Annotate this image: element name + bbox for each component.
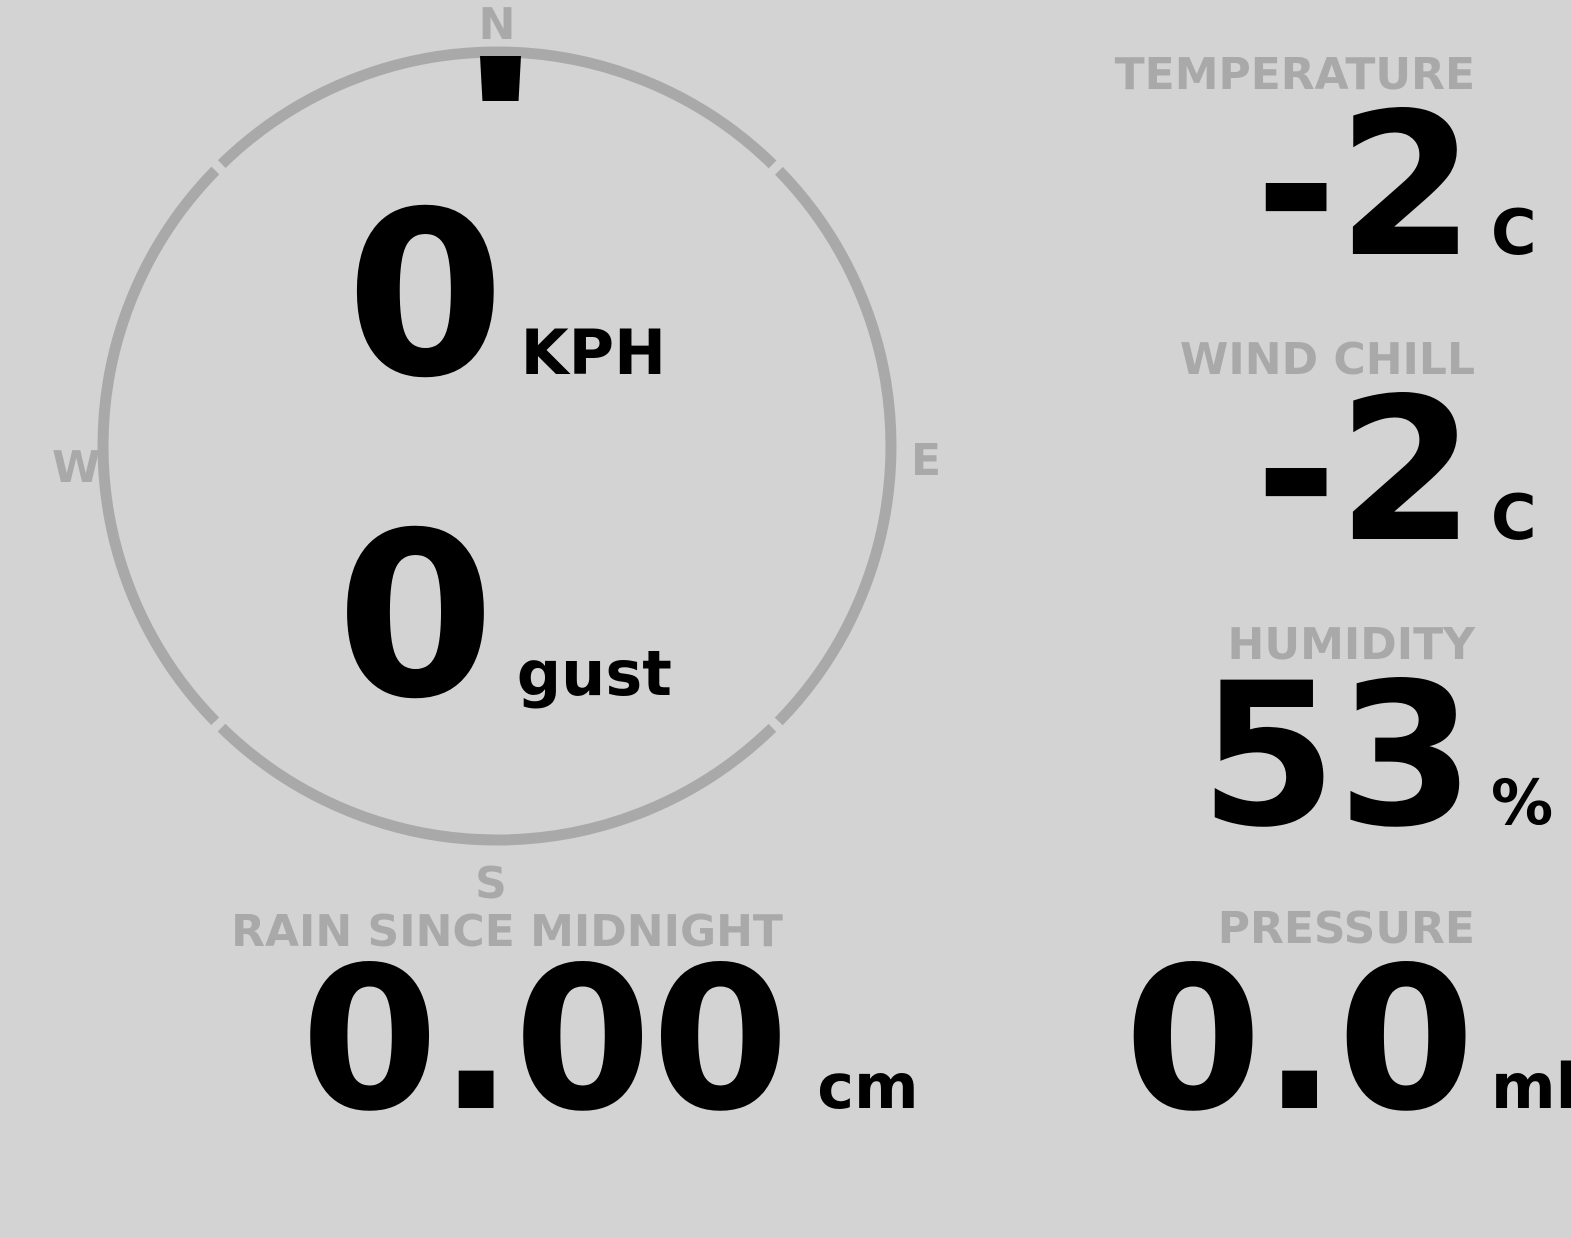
wind-speed-unit: KPH	[520, 316, 667, 389]
wind-chill-unit: C	[1491, 481, 1537, 554]
humidity-reading: 53 %	[1199, 640, 1553, 871]
pressure-label: PRESSURE	[1217, 903, 1475, 954]
rain-label: RAIN SINCE MIDNIGHT	[231, 906, 783, 957]
humidity-value: 53	[1199, 640, 1475, 871]
pressure-reading: 0.0 mb	[1124, 924, 1571, 1155]
wind-gust: 0 gust	[336, 502, 672, 730]
temperature-label: TEMPERATURE	[1114, 49, 1475, 100]
temperature-value: -2	[1255, 70, 1475, 301]
wind-gust-unit: gust	[516, 637, 672, 710]
compass-ring	[97, 46, 897, 846]
rain-reading: 0.00 cm	[300, 924, 919, 1155]
wind-speed: 0 KPH	[346, 181, 666, 409]
wind-speed-value: 0	[345, 162, 505, 428]
wind-chill-label: WIND CHILL	[1179, 334, 1475, 385]
humidity-unit: %	[1491, 766, 1554, 839]
wind-chill-reading: -2 C	[1255, 355, 1536, 586]
humidity-label: HUMIDITY	[1227, 619, 1475, 670]
rain-value: 0.00	[300, 924, 790, 1155]
compass-label-north: N	[478, 0, 516, 50]
compass-label-west: W	[52, 442, 101, 493]
temperature-unit: C	[1491, 196, 1537, 269]
pressure-unit: mb	[1491, 1050, 1571, 1123]
wind-gust-value: 0	[336, 483, 495, 749]
compass-label-south: S	[475, 858, 507, 909]
compass-label-east: E	[911, 435, 942, 486]
wind-chill-value: -2	[1255, 355, 1475, 586]
rain-unit: cm	[817, 1050, 919, 1123]
temperature-reading: -2 C	[1255, 70, 1536, 301]
compass-circle-icon	[97, 46, 897, 846]
wind-direction-marker-icon	[480, 56, 521, 101]
pressure-value: 0.0	[1124, 924, 1475, 1155]
